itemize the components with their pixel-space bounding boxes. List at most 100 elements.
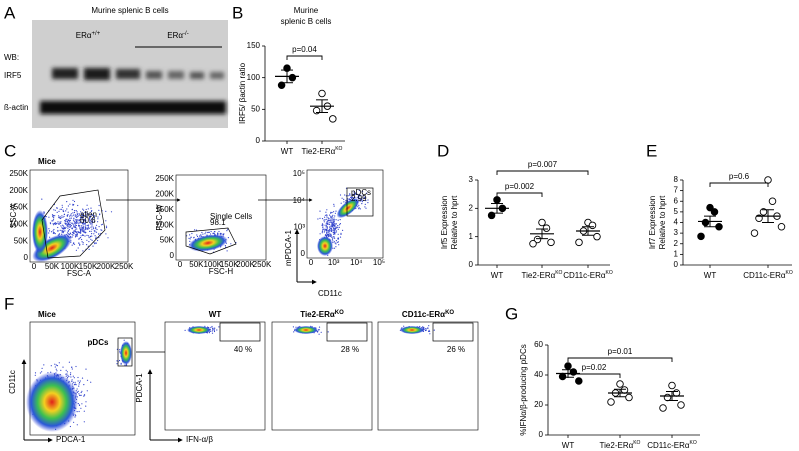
event-dot xyxy=(84,230,86,232)
gate-value: 60.6 xyxy=(80,216,96,225)
x-tick-label: Tie2-ERαKO xyxy=(522,270,563,280)
event-dot xyxy=(321,224,323,226)
event-dot xyxy=(357,197,360,199)
group-label-sup: -/- xyxy=(183,31,189,37)
event-dot xyxy=(91,210,93,212)
event-dot xyxy=(322,227,324,229)
event-dot xyxy=(50,231,53,233)
event-dot xyxy=(220,232,222,234)
band-label: IRF5 xyxy=(4,71,22,80)
event-dot xyxy=(184,329,186,331)
event-dot xyxy=(93,217,95,219)
y-tick-label: 1 xyxy=(674,249,679,258)
event-dot xyxy=(80,231,82,233)
event-dot xyxy=(331,236,333,238)
event-dot xyxy=(326,233,328,235)
event-dot xyxy=(85,220,87,222)
event-dot xyxy=(337,238,340,240)
x-axis-label: CD11c xyxy=(318,289,342,298)
y-axis-label: Irf5 Expression xyxy=(440,196,449,249)
event-dot xyxy=(81,390,83,392)
event-dot xyxy=(358,208,360,210)
event-dot xyxy=(189,240,191,242)
event-dot xyxy=(86,227,88,229)
event-dot xyxy=(67,222,69,224)
event-dot xyxy=(43,211,45,213)
event-dot xyxy=(71,366,73,368)
data-point xyxy=(529,239,537,248)
y-tick-label: 0 xyxy=(256,136,261,145)
event-dot xyxy=(71,215,73,217)
y-tick-label: 40 xyxy=(534,370,543,379)
event-dot xyxy=(59,217,62,219)
density xyxy=(32,234,72,262)
event-dot xyxy=(97,218,99,220)
event-dot xyxy=(354,192,357,194)
event-dot xyxy=(105,220,107,222)
event-dot xyxy=(221,233,223,235)
event-dot xyxy=(77,403,79,405)
event-dot xyxy=(332,229,334,231)
event-dot xyxy=(52,232,55,234)
event-dot xyxy=(83,410,85,412)
y-axis-label: SSC-A xyxy=(9,203,18,228)
event-dot xyxy=(105,210,107,212)
y-tick-label: 50K xyxy=(14,236,29,245)
event-dot xyxy=(77,215,79,217)
event-dot xyxy=(319,210,321,212)
x-tick-label: Tie2-ERαKO xyxy=(302,146,343,156)
event-dot xyxy=(217,233,219,235)
event-dot xyxy=(53,214,55,217)
event-dot xyxy=(89,216,91,218)
event-dot xyxy=(351,197,353,199)
event-dot xyxy=(76,391,78,393)
event-dot xyxy=(84,223,86,225)
flow-plot xyxy=(164,321,266,431)
event-dot xyxy=(76,424,78,426)
panel-label: D xyxy=(437,141,449,160)
gate-name: Single Cells xyxy=(210,212,252,221)
event-dot xyxy=(60,369,62,371)
group-label-base: ERα xyxy=(167,31,183,40)
event-dot xyxy=(86,214,88,216)
event-dot xyxy=(75,235,77,237)
event-dot xyxy=(91,239,93,241)
event-dot xyxy=(72,220,75,222)
event-dot xyxy=(88,237,90,239)
event-dot xyxy=(65,226,67,228)
data-point xyxy=(588,221,597,230)
event-dot xyxy=(71,233,73,235)
event-dot xyxy=(211,325,213,328)
event-dot xyxy=(79,394,81,396)
event-dot xyxy=(53,224,55,226)
event-dot xyxy=(78,385,80,387)
event-dot xyxy=(85,225,87,227)
gate xyxy=(117,337,133,367)
y-tick-label: 250K xyxy=(155,174,174,183)
event-dot xyxy=(330,217,333,219)
event-dot xyxy=(75,249,77,251)
y-tick-label: 4 xyxy=(674,218,679,227)
event-dot xyxy=(74,383,76,385)
event-dot xyxy=(86,390,88,392)
event-dot xyxy=(336,241,338,243)
event-dot xyxy=(93,230,95,232)
x-tick-label: Tie2-ERαKO xyxy=(600,440,641,450)
event-dot xyxy=(330,215,332,217)
event-dot xyxy=(57,230,59,232)
x-tick-label-sup: KO xyxy=(633,440,640,446)
event-dot xyxy=(95,236,97,238)
gate xyxy=(219,322,261,342)
event-dot xyxy=(63,228,65,230)
event-dot xyxy=(83,229,85,231)
event-dot xyxy=(62,210,64,212)
x-tick-label: 50K xyxy=(45,262,60,271)
data-point xyxy=(768,197,777,205)
event-dot xyxy=(71,244,73,246)
event-dot xyxy=(324,214,326,216)
band-label: ß-actin xyxy=(4,103,28,112)
panel-label: G xyxy=(505,304,518,323)
event-dot xyxy=(76,234,78,237)
event-dot xyxy=(74,215,76,217)
event-dot xyxy=(324,228,326,230)
